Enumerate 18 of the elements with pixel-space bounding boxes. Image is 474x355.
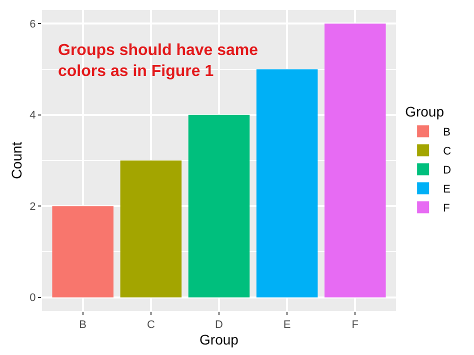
y-tick-label: 2 — [30, 200, 36, 213]
legend-title: Group — [405, 104, 444, 120]
x-axis-title: Group — [200, 332, 239, 348]
x-tick-label: B — [79, 319, 87, 332]
legend-label: C — [443, 145, 452, 158]
x-tick-label: F — [352, 319, 359, 332]
x-tick-label: D — [215, 319, 224, 332]
y-tick-label: 6 — [30, 18, 36, 31]
legend-label: F — [443, 202, 450, 214]
y-tick-label: 4 — [30, 110, 36, 122]
legend-label: E — [443, 183, 450, 196]
annotation: Groups should have same colors as in Figure 1 — [58, 42, 258, 80]
x-tick-label: C — [146, 319, 155, 332]
y-axis-title: Count — [8, 142, 24, 180]
legend-label: B — [443, 126, 450, 138]
y-tick-label: 0 — [30, 292, 36, 304]
x-tick-label: E — [283, 319, 291, 332]
legend-label: D — [443, 164, 452, 176]
